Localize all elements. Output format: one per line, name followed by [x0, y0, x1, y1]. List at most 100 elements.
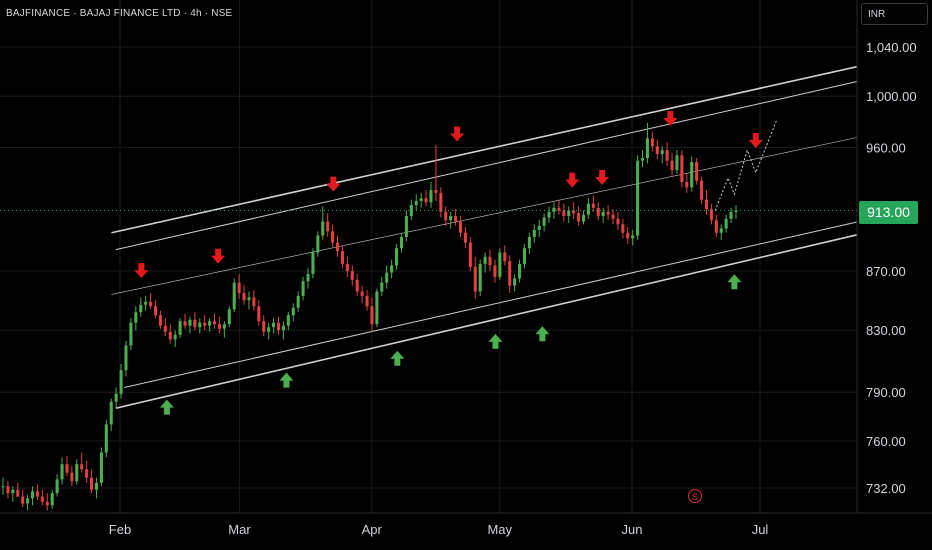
candle-body — [316, 235, 320, 253]
candle-body — [631, 235, 635, 239]
y-tick-label: 830.00 — [866, 323, 906, 338]
candle-body — [237, 282, 241, 293]
candle-body — [94, 482, 98, 490]
channel-line — [124, 221, 858, 388]
candle-body — [542, 217, 546, 226]
candle-body — [621, 224, 625, 233]
candle-body — [704, 199, 709, 210]
price-axis[interactable]: 1,040.00 1,000.00 960.00 870.00 830.00 790.00… — [866, 40, 917, 496]
candle-body — [729, 211, 733, 219]
trend-channel[interactable] — [111, 65, 858, 410]
buy-arrow-icon — [488, 333, 503, 349]
candle-body — [163, 325, 167, 332]
candle-body — [173, 334, 177, 340]
channel-line — [115, 234, 858, 410]
candle-body — [734, 210, 738, 212]
candle-body — [247, 297, 251, 301]
candle-body — [498, 252, 502, 277]
candle-body — [365, 295, 369, 307]
candle-body — [80, 464, 84, 470]
candle-body — [468, 242, 472, 267]
projection-path — [714, 118, 778, 211]
candle-body — [695, 161, 699, 181]
candle-body — [257, 306, 261, 322]
candle-body — [65, 464, 69, 473]
time-axis[interactable]: Feb Mar Apr May Jun Jul — [109, 522, 769, 537]
channel-line — [111, 137, 858, 295]
candle-body — [21, 496, 25, 504]
candle-body — [129, 322, 133, 346]
candle-body — [301, 281, 305, 296]
candle-body — [114, 393, 118, 402]
candle-body — [572, 210, 576, 214]
candle-body — [581, 214, 586, 222]
candle-body — [144, 301, 148, 305]
y-tick-label: 1,040.00 — [866, 40, 917, 55]
buy-arrow-icon — [159, 399, 174, 415]
candle-body — [40, 496, 44, 502]
y-tick-label: 960.00 — [866, 141, 906, 156]
candle-body — [518, 263, 522, 279]
candle-body — [478, 263, 482, 292]
candle-body — [404, 216, 408, 237]
candle-body — [562, 210, 566, 217]
candle-body — [690, 161, 694, 188]
candle-body — [567, 210, 571, 217]
candle-body — [153, 306, 158, 316]
candle-body — [208, 321, 212, 326]
candlesticks — [1, 122, 738, 511]
candle-body — [385, 272, 389, 283]
candle-body — [345, 263, 349, 272]
candle-body — [183, 321, 187, 326]
candle-body — [444, 211, 448, 221]
sell-arrow-icon — [211, 248, 226, 264]
candle-body — [458, 221, 463, 233]
channel-line — [111, 65, 858, 234]
candle-body — [513, 278, 517, 286]
candle-body — [522, 248, 526, 264]
candle-body — [454, 216, 458, 222]
candle-body — [134, 312, 138, 323]
y-tick-label: 870.00 — [866, 264, 906, 279]
candle-body — [1, 486, 5, 488]
candle-body — [124, 345, 128, 371]
candle-body — [399, 236, 404, 249]
candle-body — [414, 200, 418, 206]
candle-body — [272, 322, 276, 328]
candle-body — [331, 231, 335, 243]
candle-body — [104, 424, 108, 453]
candle-body — [286, 315, 290, 326]
x-tick-label: Mar — [228, 522, 251, 537]
candle-body — [586, 203, 590, 215]
currency-selector[interactable]: INR — [861, 3, 928, 25]
projection-line — [714, 118, 778, 211]
candle-body — [655, 146, 659, 155]
candle-body — [709, 209, 713, 221]
symbol-title[interactable]: BAJFINANCE · BAJAJ FINANCE LTD · 4h · NS… — [6, 8, 233, 19]
y-tick-label: 732.00 — [866, 481, 906, 496]
candle-body — [409, 205, 413, 217]
candle-body — [537, 225, 541, 230]
x-tick-label: Jun — [622, 522, 643, 537]
candle-body — [503, 252, 507, 262]
candle-body — [70, 472, 74, 482]
candle-body — [213, 321, 217, 325]
candle-body — [675, 155, 679, 170]
candle-body — [370, 306, 374, 325]
candle-body — [552, 207, 556, 212]
candle-body — [45, 501, 49, 506]
candle-body — [26, 498, 30, 504]
candle-body — [665, 150, 669, 161]
candle-body — [493, 265, 497, 277]
candle-body — [232, 282, 236, 310]
split-event-badge[interactable]: S — [688, 489, 702, 503]
candle-body — [6, 486, 10, 494]
candle-body — [276, 322, 281, 331]
candle-body — [547, 211, 551, 218]
candle-body — [360, 291, 364, 296]
candle-body — [50, 493, 54, 506]
candle-body — [198, 322, 202, 328]
candle-body — [670, 160, 674, 170]
y-tick-label: 1,000.00 — [866, 89, 917, 104]
